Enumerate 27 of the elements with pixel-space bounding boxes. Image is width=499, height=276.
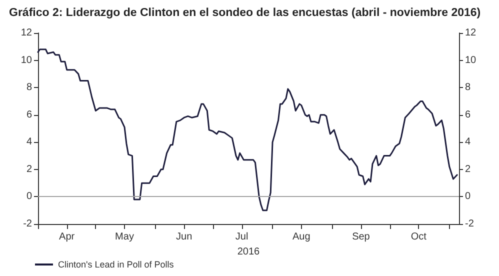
- line-series: [37, 48, 458, 212]
- y-tick-label: 4: [26, 136, 32, 148]
- y2-tick-label: 8: [465, 82, 471, 94]
- x-tick-label: Oct: [410, 232, 427, 242]
- y2-tick-label: 12: [465, 28, 477, 38]
- y-tick-label: 12: [20, 28, 32, 38]
- chart-title: Gráfico 2: Liderazgo de Clinton en el sondeo de las encuestas (abril - noviembre 2016): [9, 7, 481, 19]
- y-tick-label: 6: [26, 109, 32, 120]
- y2-tick-label: -2: [465, 218, 474, 230]
- x-tick-label: Aug: [292, 232, 310, 242]
- y-tick-label: 2: [26, 164, 32, 175]
- y-tick-label: -2: [23, 218, 32, 230]
- y2-tick-label: 4: [465, 136, 471, 148]
- x-axis-title: 2016: [237, 246, 260, 258]
- x-tick-label: Jul: [235, 232, 248, 242]
- y2-tick-label: 2: [465, 164, 471, 175]
- y2-tick-label: 6: [465, 109, 471, 120]
- y2-tick-label: 0: [465, 191, 471, 202]
- x-tick-label: Jun: [176, 232, 192, 242]
- x-tick-label: Sep: [352, 232, 370, 242]
- legend-label: Clinton's Lead in Poll of Polls: [58, 260, 174, 270]
- y-tick-label: 8: [26, 82, 32, 94]
- x-tick-label: May: [115, 232, 134, 242]
- y2-tick-label: 10: [465, 54, 477, 66]
- y-tick-label: 0: [26, 191, 32, 202]
- y-tick-label: 10: [20, 54, 32, 66]
- x-tick-label: Apr: [59, 232, 76, 242]
